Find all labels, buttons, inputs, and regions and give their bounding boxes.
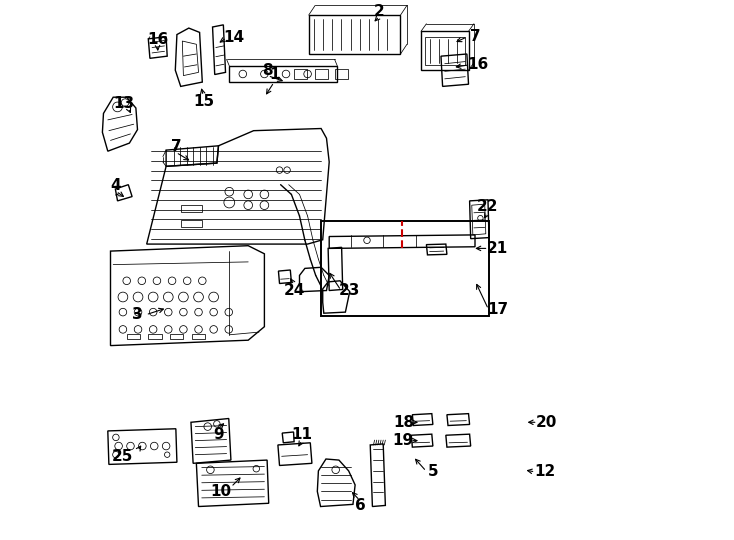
Text: 7: 7 xyxy=(170,139,181,154)
Text: 8: 8 xyxy=(262,63,273,78)
Text: 12: 12 xyxy=(534,464,556,480)
Text: 21: 21 xyxy=(487,241,509,256)
Text: 3: 3 xyxy=(131,307,142,322)
Text: 19: 19 xyxy=(392,433,413,448)
Text: 11: 11 xyxy=(291,427,313,442)
Text: 7: 7 xyxy=(470,29,480,44)
Text: 17: 17 xyxy=(487,302,508,317)
Text: 14: 14 xyxy=(223,30,244,45)
Text: 15: 15 xyxy=(193,94,214,109)
Text: 13: 13 xyxy=(113,96,134,111)
Text: 1: 1 xyxy=(269,67,280,82)
Text: 24: 24 xyxy=(283,283,305,298)
Text: 20: 20 xyxy=(536,415,557,430)
Text: 22: 22 xyxy=(476,199,498,214)
Text: 9: 9 xyxy=(213,427,224,442)
Text: 5: 5 xyxy=(428,464,438,479)
Text: 16: 16 xyxy=(468,57,489,72)
Text: 23: 23 xyxy=(339,283,360,298)
Text: 25: 25 xyxy=(112,449,133,464)
Text: 18: 18 xyxy=(393,415,414,430)
Text: 2: 2 xyxy=(374,4,385,19)
Text: 6: 6 xyxy=(355,498,366,514)
Text: 10: 10 xyxy=(211,484,232,499)
Text: 4: 4 xyxy=(111,178,121,193)
Text: 16: 16 xyxy=(147,32,168,47)
